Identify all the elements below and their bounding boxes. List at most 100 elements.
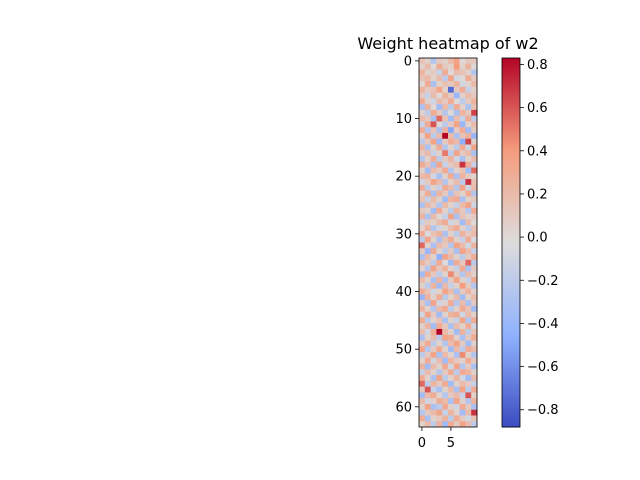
heatmap-cell [419, 254, 426, 261]
colorbar-segment [502, 340, 520, 345]
heatmap-cell [419, 317, 426, 324]
colorbar-segment [502, 297, 520, 302]
heatmap-cell [430, 317, 437, 324]
colorbar-segment [502, 313, 520, 317]
heatmap-cell [442, 375, 449, 382]
heatmap-cell [424, 196, 431, 203]
heatmap-cell [436, 352, 443, 359]
heatmap-cell [453, 225, 460, 232]
heatmap-cell [465, 323, 472, 330]
heatmap-cell [424, 277, 431, 284]
colorbar-segment [502, 217, 520, 222]
heatmap-cell [430, 213, 437, 220]
heatmap-cell [424, 328, 431, 336]
heatmap-cell [436, 63, 443, 70]
heatmap-cell [442, 357, 449, 364]
heatmap-cell [424, 357, 431, 364]
heatmap-cell [471, 144, 478, 151]
heatmap-cell [453, 328, 460, 336]
heatmap-cell [453, 415, 460, 422]
heatmap-cell [419, 363, 426, 370]
heatmap-cell [459, 386, 466, 393]
heatmap-cell [436, 357, 443, 364]
heatmap-cell [430, 121, 437, 128]
heatmap-cell [424, 167, 431, 174]
colorbar-segment [502, 273, 520, 277]
heatmap-cell [459, 190, 466, 197]
heatmap-cell [459, 259, 466, 266]
heatmap-cell [424, 421, 431, 428]
heatmap-cell [430, 144, 437, 151]
colorbar-segment [502, 168, 520, 173]
heatmap-cell [442, 219, 449, 226]
heatmap-cell [465, 132, 472, 140]
colorbar-segment [502, 334, 520, 339]
heatmap-cell [424, 294, 431, 301]
heatmap-cell [448, 190, 455, 197]
colorbar-segment [502, 122, 520, 127]
heatmap-cell [436, 98, 443, 105]
heatmap-cell [436, 144, 443, 151]
colorbar-segment [502, 211, 520, 216]
heatmap-cell [430, 352, 437, 359]
colorbar-segment [502, 377, 520, 382]
heatmap-cell [453, 340, 460, 347]
x-tick-label: 0 [418, 436, 426, 451]
heatmap-cell [448, 305, 455, 313]
heatmap-cell [448, 144, 455, 151]
heatmap-cell [465, 190, 472, 197]
heatmap-cell [430, 340, 437, 347]
heatmap-cell [442, 225, 449, 232]
heatmap-cell [448, 369, 455, 376]
heatmap-cell [465, 173, 472, 180]
heatmap-cell [465, 271, 472, 278]
heatmap-cell [430, 219, 437, 226]
heatmap-cell [430, 92, 437, 99]
colorbar-segment [502, 276, 520, 280]
heatmap-cell [459, 323, 466, 330]
heatmap-cell [471, 69, 478, 76]
heatmap-cell [459, 138, 466, 145]
heatmap-cell [436, 334, 443, 341]
colorbar-segment [502, 399, 520, 403]
colorbar-segment [502, 134, 520, 139]
heatmap-cell [436, 421, 443, 428]
heatmap-cell [419, 161, 426, 168]
heatmap-cell [465, 86, 472, 93]
heatmap-cell [453, 421, 460, 428]
heatmap-cell [453, 352, 460, 359]
heatmap-cell [448, 363, 455, 370]
heatmap-cell [459, 75, 466, 82]
heatmap-cell [424, 109, 431, 117]
heatmap-cell [430, 363, 437, 370]
heatmap-cell [453, 242, 460, 249]
heatmap-cell [430, 179, 437, 186]
heatmap-cell [453, 230, 460, 238]
heatmap-cell [419, 265, 426, 272]
colorbar-segment [502, 76, 520, 81]
heatmap-cell [465, 230, 472, 238]
heatmap-cell [465, 144, 472, 151]
colorbar-segment [502, 233, 520, 237]
heatmap-cell [453, 63, 460, 70]
heatmap-cell [424, 230, 431, 238]
colorbar-segment [502, 245, 520, 250]
heatmap-cell [430, 248, 437, 255]
heatmap-cell [430, 265, 437, 272]
heatmap-cell [442, 167, 449, 174]
colorbar-segment [502, 202, 520, 207]
heatmap-cell [430, 230, 437, 238]
heatmap-cell [424, 323, 431, 330]
heatmap-cell [459, 236, 466, 243]
heatmap-cell [430, 190, 437, 197]
heatmap-cell [453, 86, 460, 93]
heatmap-cell [471, 248, 478, 255]
colorbar-segment [502, 270, 520, 274]
colorbar-segment [502, 205, 520, 210]
heatmap-cell [436, 184, 443, 192]
heatmap-cell [442, 294, 449, 301]
heatmap-cell [424, 69, 431, 76]
heatmap-cell [419, 346, 426, 353]
heatmap-cell [448, 92, 455, 99]
